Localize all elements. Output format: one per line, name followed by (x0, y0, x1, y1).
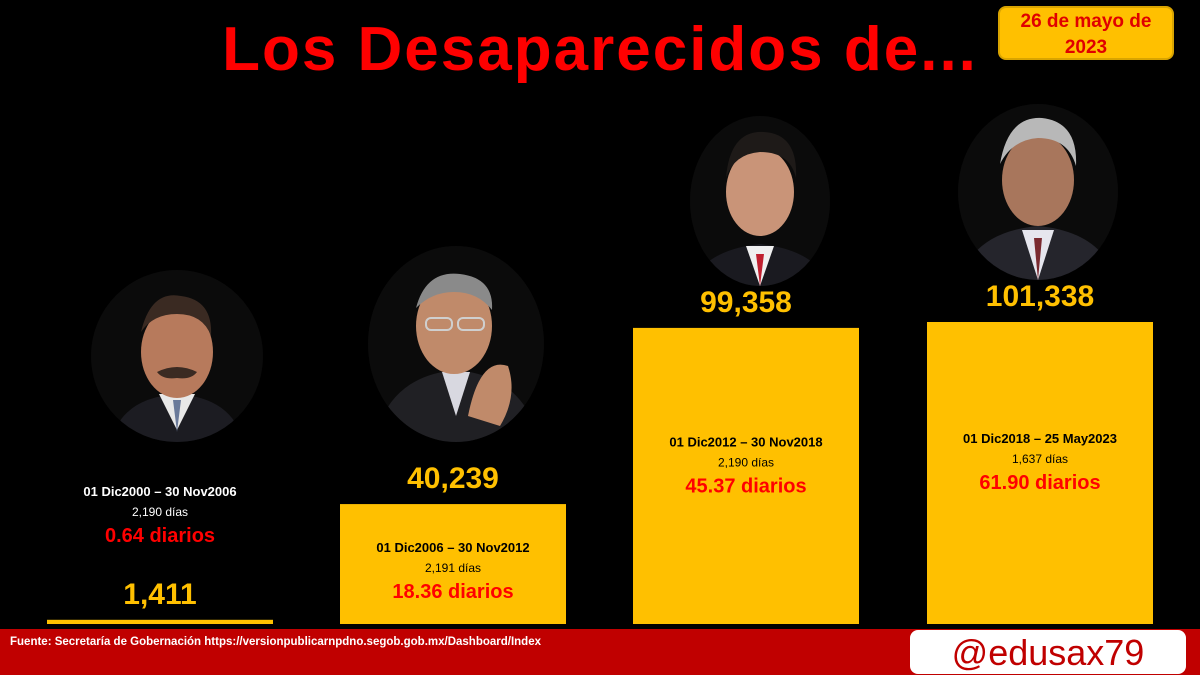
portrait-1 (91, 270, 263, 442)
chart-title: Los Desaparecidos de... (222, 15, 978, 84)
value-label-3: 99,358 (700, 286, 792, 319)
category-label-3: 01 Dic2012 – 30 Nov2018 (669, 434, 822, 449)
person-portrait-icon (91, 270, 263, 442)
portrait-4 (958, 104, 1118, 280)
rate-label-3: 45.37 diarios (685, 475, 806, 497)
rate-label-4: 61.90 diarios (979, 472, 1100, 494)
days-label-1: 2,190 días (132, 505, 188, 519)
category-label-1: 01 Dic2000 – 30 Nov2006 (83, 484, 236, 499)
days-label-2: 2,191 días (425, 561, 481, 575)
value-label-1: 1,411 (123, 578, 196, 611)
person-portrait-icon (958, 104, 1118, 280)
source-text: Fuente: Secretaría de Gobernación https:… (10, 636, 541, 648)
bar-3 (633, 327, 859, 624)
days-label-4: 1,637 días (1012, 452, 1068, 466)
rate-label-2: 18.36 diarios (392, 581, 513, 603)
bar-1 (47, 619, 273, 624)
handle-text: @edusax79 (951, 632, 1145, 673)
person-portrait-icon (368, 246, 544, 442)
category-label-2: 01 Dic2006 – 30 Nov2012 (376, 540, 529, 555)
handle-badge: @edusax79 (910, 630, 1186, 674)
rate-label-1: 0.64 diarios (105, 525, 215, 547)
value-label-4: 101,338 (986, 280, 1094, 313)
bar-4 (927, 322, 1153, 624)
portrait-2 (368, 246, 544, 442)
category-label-4: 01 Dic2018 – 25 May2023 (963, 431, 1117, 446)
date-badge: 26 de mayo de 2023 (998, 6, 1174, 60)
days-label-3: 2,190 días (718, 455, 774, 469)
bar-2 (340, 504, 566, 624)
value-label-2: 40,239 (407, 462, 499, 495)
